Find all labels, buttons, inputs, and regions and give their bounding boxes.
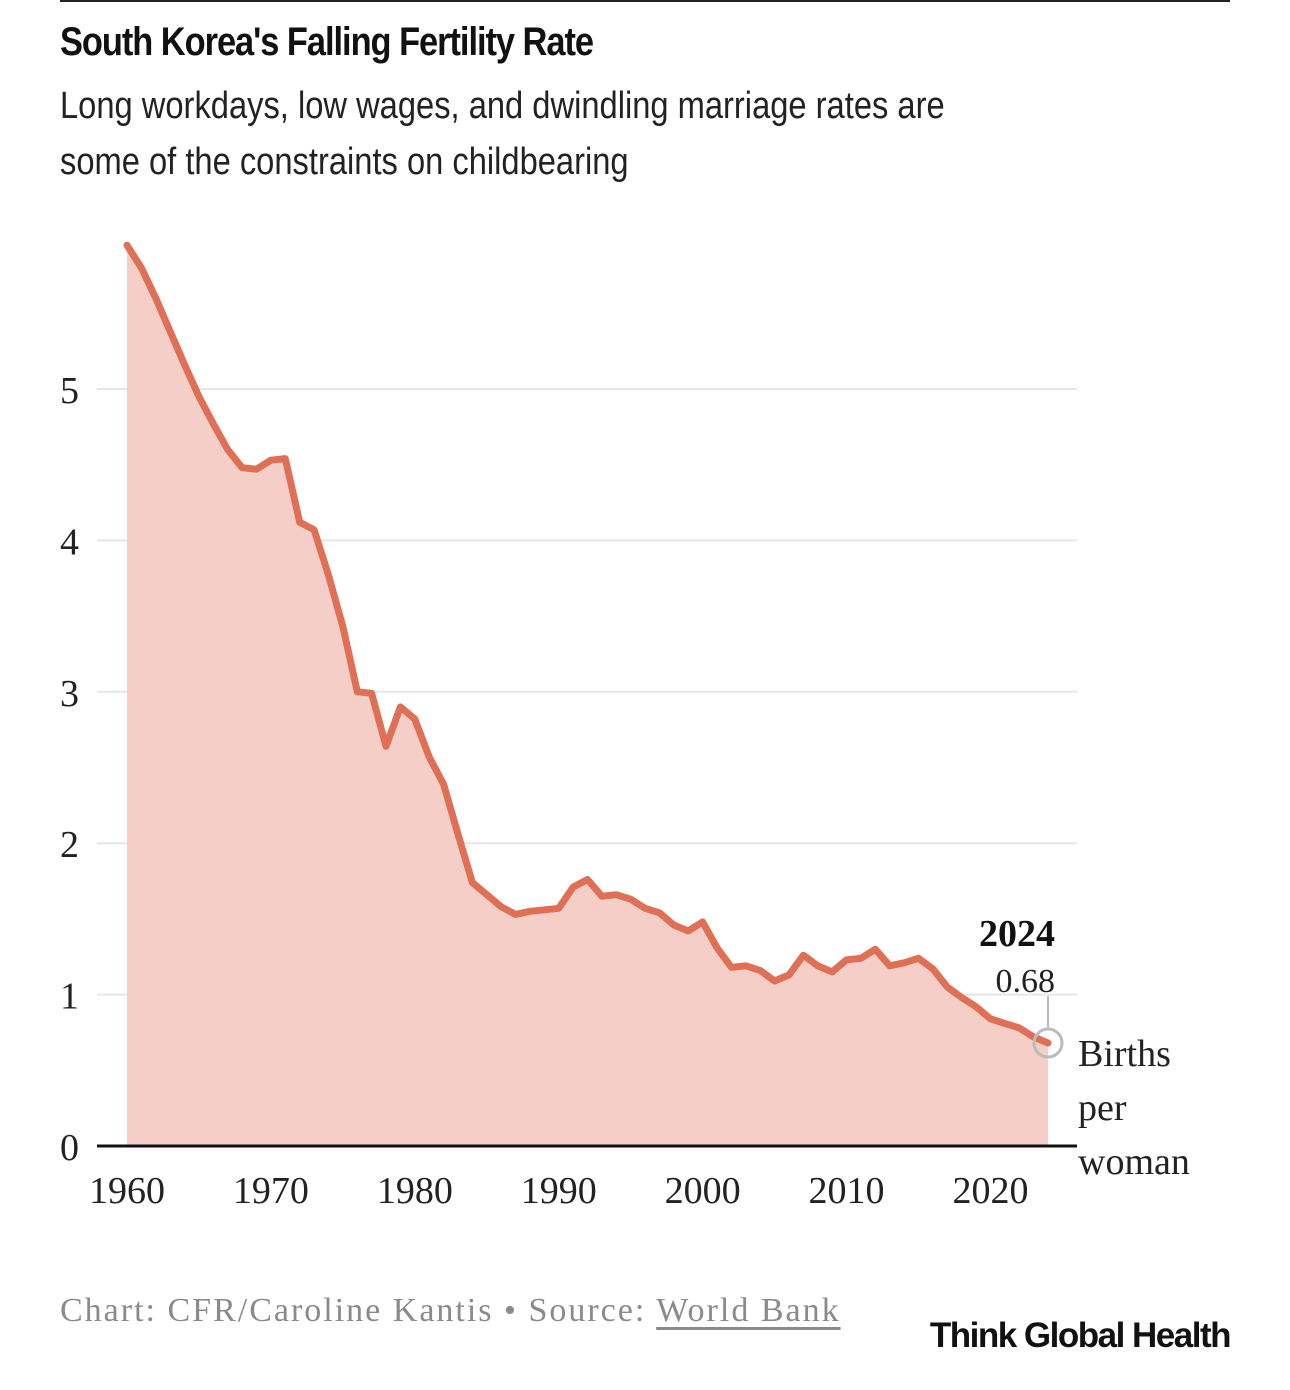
unit-label-line-1: Births — [1078, 1033, 1171, 1075]
subtitle-line-1: Long workdays, low wages, and dwindling … — [60, 85, 945, 127]
source-link[interactable]: World Bank — [656, 1292, 841, 1329]
y-tick-label-5: 5 — [60, 370, 79, 412]
unit-label-line-2: per — [1078, 1087, 1127, 1129]
annotation-marker — [1032, 1027, 1064, 1059]
x-tick-label-2000: 2000 — [665, 1170, 741, 1210]
x-tick-label-2010: 2010 — [809, 1170, 885, 1210]
annotation-year: 2024 — [979, 913, 1055, 955]
x-tick-label-1980: 1980 — [377, 1170, 453, 1210]
source-credit: Chart: CFR/Caroline Kantis • Source: Wor… — [60, 1280, 920, 1342]
labels: 0 1 2 3 4 5 1960 1970 1980 1990 2000 2010 2020 2024 0.… — [60, 370, 1190, 1210]
series-line — [123, 241, 1052, 1047]
area-fill — [127, 245, 1048, 1146]
area-layer — [123, 241, 1052, 1146]
chart-subtitle: Long workdays, low wages, and dwindling … — [60, 78, 1178, 190]
annotation-value: 0.68 — [996, 963, 1056, 1000]
top-rule — [60, 0, 1230, 2]
x-tick-label-1970: 1970 — [233, 1170, 309, 1210]
x-tick-label-1960: 1960 — [89, 1170, 165, 1210]
x-tick-label-2020: 2020 — [952, 1170, 1028, 1210]
brand-logo: Think Global Health — [929, 1316, 1232, 1355]
y-tick-label-2: 2 — [60, 824, 79, 866]
x-tick-label-1990: 1990 — [521, 1170, 597, 1210]
y-tick-label-4: 4 — [60, 521, 79, 563]
credit-text: Chart: CFR/Caroline Kantis • Source: — [60, 1292, 657, 1329]
y-tick-label-1: 1 — [60, 976, 79, 1018]
unit-label-line-3: woman — [1078, 1141, 1190, 1183]
y-tick-label-0: 0 — [60, 1127, 79, 1169]
y-tick-label-3: 3 — [60, 673, 79, 715]
chart-title: South Korea's Falling Fertility Rate — [60, 20, 594, 64]
fertility-rate-chart: 0 1 2 3 4 5 1960 1970 1980 1990 2000 2010 2020 2024 0.… — [60, 241, 1190, 1210]
subtitle-line-2: some of the constraints on childbearing — [60, 141, 629, 183]
